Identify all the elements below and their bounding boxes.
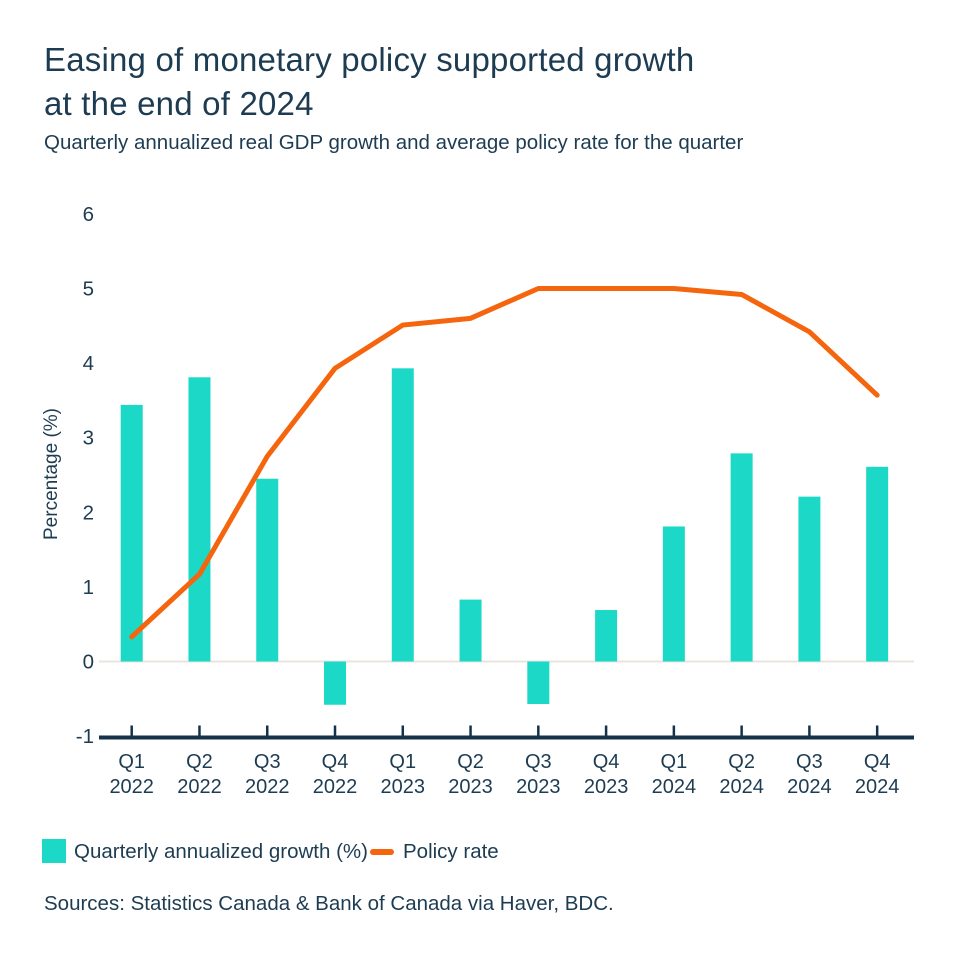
x-label-year-4: 2023 <box>381 776 426 798</box>
x-label-quarter-5: Q2 <box>457 751 484 773</box>
x-label-quarter-7: Q4 <box>593 751 620 773</box>
x-label-year-0: 2022 <box>109 776 154 798</box>
growth-bar-Q3-2022 <box>256 478 279 662</box>
legend-line-label: Policy rate <box>403 840 499 863</box>
y-tick-label-6: 6 <box>83 203 94 226</box>
x-label-year-2: 2022 <box>245 776 290 798</box>
page-title: Easing of monetary policy supported grow… <box>44 41 695 122</box>
growth-bar-Q1-2022 <box>120 404 143 662</box>
growth-bar-Q1-2024 <box>662 526 685 662</box>
x-label-year-3: 2022 <box>313 776 358 798</box>
legend-line-swatch <box>370 849 394 855</box>
policy-rate-line <box>129 286 880 640</box>
y-tick-label--1: -1 <box>76 725 94 748</box>
growth-bar-Q4-2023 <box>595 610 618 662</box>
growth-bar-Q4-2024 <box>866 466 889 662</box>
growth-bar-Q3-2024 <box>798 496 821 662</box>
x-label-quarter-11: Q4 <box>864 751 891 773</box>
x-label-quarter-2: Q3 <box>254 751 281 773</box>
x-label-quarter-1: Q2 <box>186 751 213 773</box>
growth-bar-Q3-2023 <box>527 661 550 705</box>
page-subtitle: Quarterly annualized real GDP growth and… <box>44 131 744 154</box>
x-label-quarter-8: Q1 <box>661 751 688 773</box>
x-axis-layer <box>99 725 914 740</box>
x-label-quarter-0: Q1 <box>118 751 145 773</box>
axis-labels-layer: 6 5 4 3 2 1 0 -1 Q1 2022 Q2 2022 Q3 2022 Q4 2022 Q1 2023 Q… <box>76 203 900 798</box>
y-tick-label-2: 2 <box>83 501 94 524</box>
y-tick-label-3: 3 <box>83 427 94 450</box>
legend-bar-swatch <box>42 839 66 863</box>
y-tick-label-5: 5 <box>83 278 94 301</box>
x-label-quarter-4: Q1 <box>389 751 416 773</box>
growth-bar-Q2-2022 <box>188 377 211 662</box>
policy-rate-line-layer <box>129 286 880 640</box>
x-label-quarter-10: Q3 <box>796 751 823 773</box>
x-label-year-10: 2024 <box>787 776 832 798</box>
x-label-year-5: 2023 <box>448 776 493 798</box>
y-axis-title: Percentage (%) <box>41 408 62 540</box>
x-label-year-7: 2023 <box>584 776 629 798</box>
y-tick-label-4: 4 <box>83 352 94 375</box>
sources-note: Sources: Statistics Canada & Bank of Can… <box>44 892 614 915</box>
x-label-year-1: 2022 <box>177 776 222 798</box>
x-label-year-6: 2023 <box>516 776 561 798</box>
y-tick-label-0: 0 <box>83 651 94 674</box>
growth-bar-Q1-2023 <box>391 368 414 662</box>
x-label-quarter-9: Q2 <box>728 751 755 773</box>
x-label-year-9: 2024 <box>719 776 764 798</box>
x-label-year-11: 2024 <box>855 776 900 798</box>
x-label-quarter-3: Q4 <box>322 751 349 773</box>
growth-bar-Q4-2022 <box>324 661 347 705</box>
x-label-quarter-6: Q3 <box>525 751 552 773</box>
growth-bar-Q2-2024 <box>730 453 753 662</box>
growth-bars-layer <box>120 368 889 705</box>
growth-bar-Q2-2023 <box>459 599 482 662</box>
y-tick-label-1: 1 <box>83 576 94 599</box>
x-label-year-8: 2024 <box>652 776 697 798</box>
legend-bar-label: Quarterly annualized growth (%) <box>74 840 368 863</box>
